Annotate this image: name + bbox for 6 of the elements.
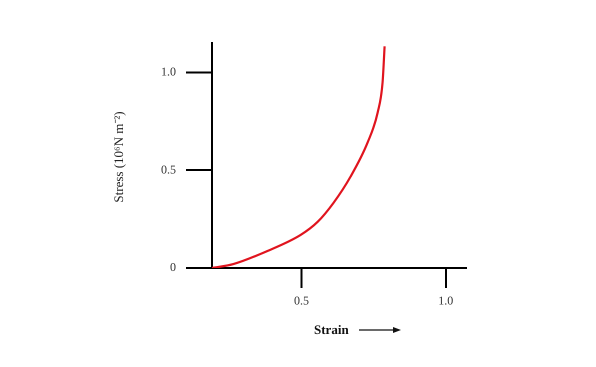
x-axis-title: Strain <box>314 322 349 338</box>
line-series <box>212 45 386 268</box>
y-axis-title: Stress (10⁶N m⁻²) <box>110 111 127 203</box>
y-tick-label: 1.0 <box>161 64 176 79</box>
y-tick-label: 0 <box>170 260 176 274</box>
y-tick-label: 0.5 <box>161 162 176 176</box>
